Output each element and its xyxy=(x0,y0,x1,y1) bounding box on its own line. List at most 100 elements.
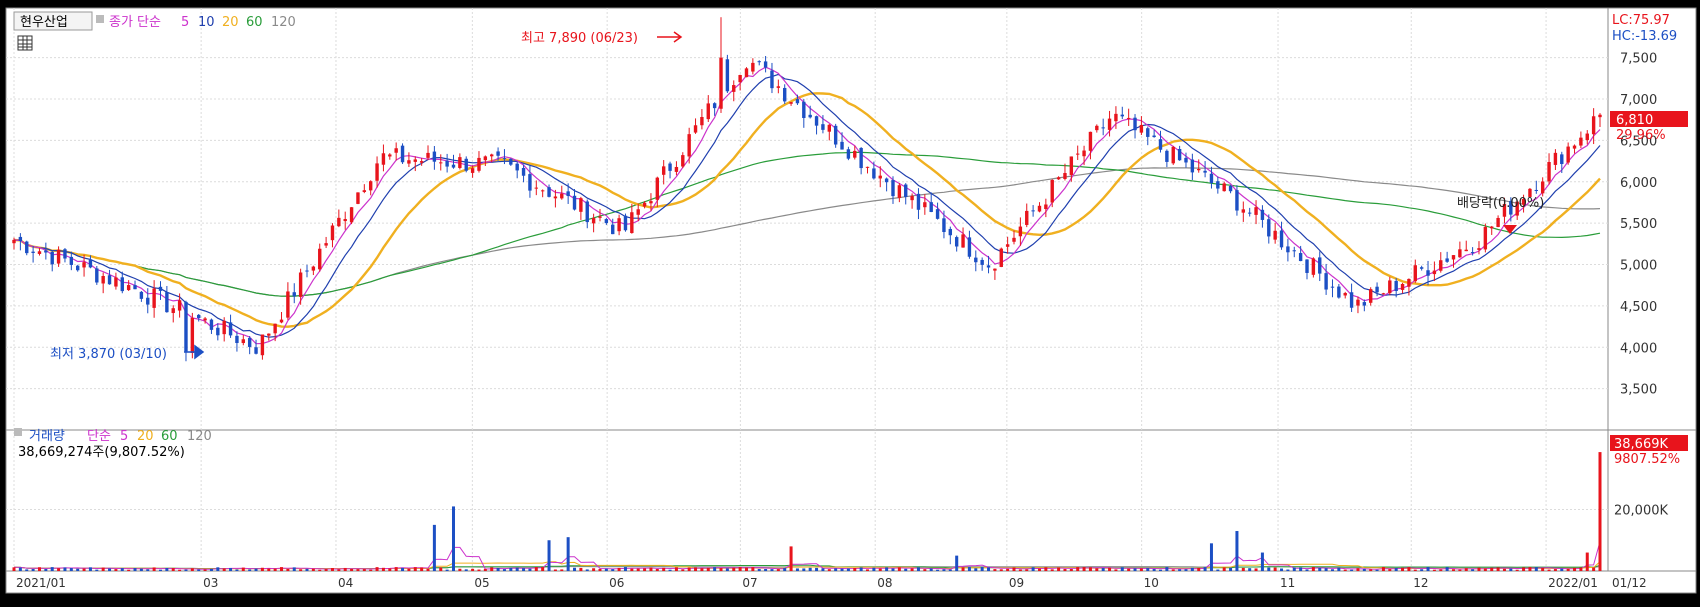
volume-legend-ma60[interactable]: 60 xyxy=(161,429,178,444)
volume-bar xyxy=(18,567,22,571)
candle-body xyxy=(31,251,35,253)
candle-body xyxy=(1477,248,1481,250)
volume-bar xyxy=(165,568,169,571)
candle-body xyxy=(464,158,468,171)
legend-ma20[interactable]: 20 xyxy=(222,15,239,30)
candle-body xyxy=(827,124,831,132)
candle-body xyxy=(700,117,704,126)
volume-bar xyxy=(483,568,487,571)
volume-bar xyxy=(1305,569,1309,571)
candle-body xyxy=(1260,209,1265,220)
volume-bar xyxy=(967,567,971,571)
volume-bar xyxy=(260,567,264,571)
candle-body xyxy=(547,187,551,197)
candle-body xyxy=(808,114,812,118)
date-axis-panel xyxy=(5,570,1697,594)
volume-legend-ma5[interactable]: 5 xyxy=(120,429,128,444)
legend-ma10[interactable]: 10 xyxy=(198,15,215,30)
volume-bar xyxy=(127,569,131,571)
price-axis-labels: 7,500 7,000 6,500 6,000 5,500 5,000 4,500 4,000… xyxy=(1614,52,1668,519)
volume-bar xyxy=(649,567,653,571)
volume-bar xyxy=(1254,568,1258,571)
volume-bar xyxy=(133,568,137,571)
candle-body xyxy=(878,175,882,179)
volume-bar xyxy=(1375,569,1379,571)
legend-ma60[interactable]: 60 xyxy=(246,15,263,30)
candle-body xyxy=(891,180,895,197)
legend-ma5[interactable]: 5 xyxy=(181,15,189,30)
candle-body xyxy=(1305,259,1309,273)
price-tick-label: 6,500 xyxy=(1620,134,1657,149)
dividend-marker-icon xyxy=(1503,225,1517,234)
high-annotation: 최고 7,890 (06/23) xyxy=(521,31,638,46)
candle-body xyxy=(1337,286,1341,298)
candle-body xyxy=(1330,286,1335,288)
candle-body xyxy=(260,334,265,356)
candle-body xyxy=(158,286,163,291)
ma20-line xyxy=(13,92,1601,328)
candle-body xyxy=(674,166,679,172)
candle-body xyxy=(1426,270,1430,276)
last-price: 6,810 xyxy=(1616,113,1653,128)
volume-bar xyxy=(146,569,150,571)
volume-title: 거래량 xyxy=(29,429,65,444)
candle-body xyxy=(1139,124,1144,133)
volume-bar xyxy=(394,567,398,571)
volume-bar xyxy=(808,567,812,571)
volume-bar xyxy=(681,569,685,571)
table-icon[interactable] xyxy=(17,35,33,51)
volume-bar xyxy=(1330,569,1334,571)
volume-bar xyxy=(623,567,627,571)
candle-body xyxy=(324,243,328,246)
candle-body xyxy=(1165,150,1169,162)
candle-body xyxy=(139,291,144,299)
volume-bar xyxy=(280,567,284,571)
volume-bar xyxy=(471,568,475,571)
volume-bar xyxy=(37,567,41,571)
volume-bar xyxy=(120,568,124,571)
volume-bar xyxy=(1541,567,1545,571)
candle-body xyxy=(1560,154,1564,165)
volume-bar xyxy=(916,567,920,571)
stock-name-box[interactable] xyxy=(13,11,93,31)
volume-bar xyxy=(1012,567,1016,571)
price-panel xyxy=(5,7,1697,431)
volume-bar xyxy=(235,569,239,571)
volume-bar xyxy=(980,567,984,571)
volume-bar xyxy=(1190,567,1194,571)
candle-body xyxy=(1470,252,1475,254)
volume-legend-prefix: 단순 xyxy=(87,429,111,444)
volume-bar xyxy=(248,569,252,571)
candle-body xyxy=(1209,173,1214,183)
volume-legend-ma20[interactable]: 20 xyxy=(137,429,154,444)
volume-bar xyxy=(286,568,290,571)
candle-body xyxy=(1101,127,1105,129)
legend-ma120[interactable]: 120 xyxy=(271,15,296,30)
candle-body xyxy=(394,148,398,153)
candle-body xyxy=(101,276,105,284)
candle-body xyxy=(1318,257,1322,274)
candle-body xyxy=(980,259,984,265)
candle-body xyxy=(776,86,781,88)
date-tick-label: 11 xyxy=(1280,576,1295,590)
candle-body xyxy=(1439,260,1443,271)
candle-body xyxy=(368,181,373,191)
candle-body xyxy=(1375,286,1379,293)
last-volume-pct: 9807.52% xyxy=(1614,452,1680,467)
volume-bar xyxy=(362,569,366,571)
candle-body xyxy=(693,125,698,133)
dividend-annotation: 배당락(0.00%) xyxy=(1457,196,1544,211)
volume-bar xyxy=(789,546,793,571)
candle-body xyxy=(305,270,309,272)
candle-body xyxy=(623,215,628,231)
volume-legend-ma120[interactable]: 120 xyxy=(187,429,212,444)
volume-bar xyxy=(1528,567,1532,571)
candle-body xyxy=(579,198,583,212)
candle-body xyxy=(126,285,131,291)
candle-body xyxy=(1464,249,1468,252)
candle-body xyxy=(681,155,685,167)
stock-name[interactable]: 현우산업 xyxy=(20,15,68,30)
candle-body xyxy=(1528,188,1532,197)
date-tick-label: 2022/01 xyxy=(1548,576,1598,590)
volume-bar xyxy=(1088,567,1092,571)
